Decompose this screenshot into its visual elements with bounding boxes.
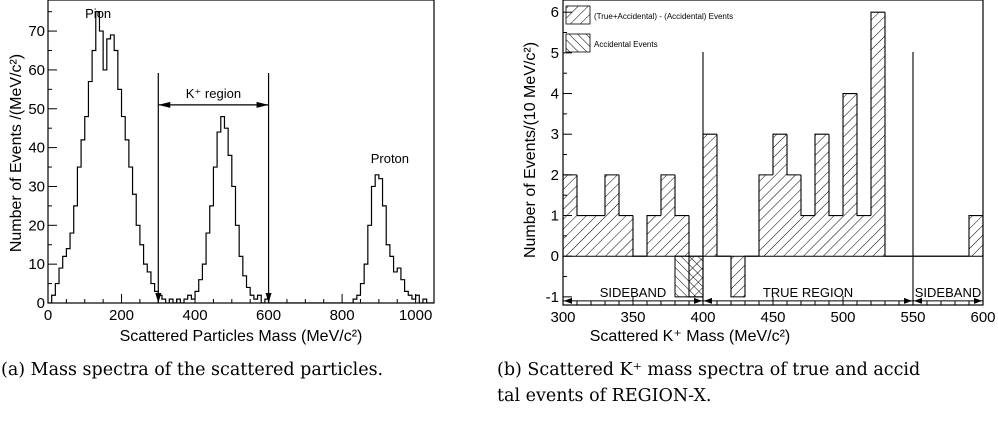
region-label: SIDEBAND	[600, 285, 666, 300]
bar-subtracted	[675, 215, 689, 257]
y-tick-label: 10	[28, 256, 45, 273]
region-arrow-head	[914, 297, 922, 304]
x-tick-label: 400	[183, 307, 208, 324]
panel-a: 0 200 400 600 800 1000 0 10 20 30 40 50 60 70 K⁺ regi…	[8, 0, 435, 345]
bar-subtracted	[787, 174, 801, 257]
panel-b-ticks: 300 350 400 450 500 550 600 -1 0 1 2 3 4 5 6	[546, 4, 996, 326]
y-tick-label: 40	[28, 140, 45, 157]
bar-subtracted	[703, 134, 717, 257]
panel-b: 300 350 400 450 500 550 600 -1 0 1 2 3 4 5 6 SIDEBAND T…	[522, 0, 996, 345]
bar-subtracted	[843, 93, 857, 257]
bar-accidental	[689, 256, 703, 297]
bar-accidental	[675, 256, 689, 297]
x-tick-label: 600	[970, 309, 995, 326]
region-arrow-head	[904, 297, 912, 304]
x-tick-label: 500	[830, 309, 855, 326]
y-tick-label: 50	[28, 101, 45, 118]
cut-line-arrow	[155, 293, 162, 303]
x-tick-label: 550	[900, 309, 925, 326]
mass-spectrum-histogram	[48, 11, 434, 303]
panel-a-xlabel: Scattered Particles Mass (MeV/c²)	[120, 328, 363, 345]
legend-swatch-accidental	[565, 33, 591, 53]
y-tick-label: 4	[551, 86, 559, 103]
x-tick-label: 200	[109, 307, 134, 324]
bar-subtracted	[871, 12, 885, 257]
caption-b-line2: tal events of REGION-X.	[497, 386, 712, 406]
bar-subtracted	[647, 215, 661, 257]
x-tick-label: 600	[256, 307, 281, 324]
bar-subtracted	[577, 215, 591, 257]
cut-line-arrow	[265, 293, 272, 303]
y-tick-label: 3	[551, 126, 559, 143]
bar-subtracted	[969, 215, 983, 257]
panel-a-ticks: 0 200 400 600 800 1000 0 10 20 30 40 50 60 70	[28, 11, 432, 324]
x-tick-label: 0	[44, 307, 52, 324]
legend-label-accidental: Accidental Events	[594, 40, 658, 49]
bar-subtracted	[759, 174, 773, 257]
legend-label-subtracted: (True+Accidental) - (Accidental) Events	[594, 12, 733, 21]
bar-subtracted	[591, 215, 605, 257]
y-tick-label: 1	[551, 208, 559, 225]
panel-b-ylabel: Number of Events/(10 MeV/c²)	[522, 42, 539, 258]
y-tick-label: 0	[37, 295, 45, 312]
pion-label: Pion	[85, 6, 111, 21]
bar-subtracted	[773, 134, 787, 257]
bar-subtracted	[731, 256, 745, 297]
panel-a-annotations: K⁺ region Pion Proton	[85, 6, 409, 303]
arrow-head-right	[256, 101, 269, 108]
caption-b-line1: (b) Scattered K⁺ mass spectra of true an…	[497, 360, 921, 380]
y-tick-label: 6	[551, 4, 559, 21]
bar-subtracted	[619, 215, 633, 257]
bar-subtracted	[605, 174, 619, 257]
kplus-mass-histogram	[563, 11, 983, 298]
y-tick-label: 30	[28, 178, 45, 195]
y-tick-label: 5	[551, 45, 559, 62]
arrow-head-left	[158, 101, 171, 108]
plot-frame	[47, 0, 435, 304]
x-tick-label: 400	[690, 309, 715, 326]
y-tick-label: 2	[551, 167, 559, 184]
y-tick-label: 60	[28, 62, 45, 79]
bar-subtracted	[815, 134, 829, 257]
y-tick-label: 20	[28, 217, 45, 234]
k-region-label: K⁺ region	[186, 86, 241, 101]
panel-b-xlabel: Scattered K⁺ Mass (MeV/c²)	[590, 328, 791, 345]
panel-a-ylabel: Number of Events /(MeV/c²)	[8, 54, 25, 252]
y-tick-label: 0	[551, 248, 559, 265]
x-tick-label: 350	[620, 309, 645, 326]
legend-swatch-subtracted	[565, 5, 591, 25]
caption-a: (a) Mass spectra of the scattered partic…	[1, 360, 384, 380]
x-tick-label: 450	[760, 309, 785, 326]
region-arrow-head	[974, 297, 982, 304]
bar-subtracted	[857, 215, 871, 257]
region-label: SIDEBAND	[915, 285, 981, 300]
x-tick-label: 300	[550, 309, 575, 326]
region-arrow-head	[704, 297, 712, 304]
proton-label: Proton	[371, 151, 409, 166]
y-tick-label: -1	[546, 289, 559, 306]
region-arrow-head	[564, 297, 572, 304]
y-tick-label: 70	[28, 23, 45, 40]
region-label: TRUE REGION	[763, 285, 853, 300]
panel-b-regions: SIDEBAND TRUE REGION SIDEBAND	[563, 52, 983, 305]
panel-a-axes	[47, 0, 435, 304]
x-tick-label: 800	[330, 307, 355, 324]
panel-b-legend: (True+Accidental) - (Accidental) Events …	[565, 5, 733, 53]
x-tick-label: 1000	[399, 307, 432, 324]
histogram-line	[48, 11, 434, 303]
bar-subtracted	[661, 174, 675, 257]
bar-subtracted	[829, 215, 843, 257]
bar-subtracted	[801, 215, 815, 257]
region-arrow-head	[694, 297, 702, 304]
